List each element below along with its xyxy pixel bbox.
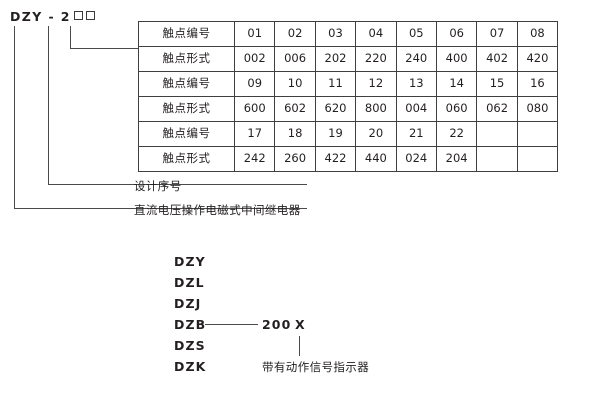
table-cell: 11 xyxy=(314,71,357,97)
table-cell: 07 xyxy=(476,21,518,47)
row-header: 触点编号 xyxy=(138,21,235,47)
list-item: DZJ xyxy=(174,296,202,311)
series-code-connector-line xyxy=(205,324,258,325)
model-code: DZY - 2 xyxy=(10,9,95,24)
table-cell: 12 xyxy=(355,71,397,97)
table-cell: 10 xyxy=(274,71,316,97)
table-row: 触点编号 09 10 11 12 13 14 15 16 xyxy=(138,71,559,97)
table-cell: 260 xyxy=(274,146,316,172)
table-cell: 600 xyxy=(233,96,276,122)
model-code-box-2 xyxy=(85,11,95,20)
indicator-leader-line xyxy=(299,336,300,356)
table-cell: 03 xyxy=(314,21,357,47)
table-cell: 17 xyxy=(233,121,276,147)
table-cell: 09 xyxy=(233,71,276,97)
table-row: 触点编号 01 02 03 04 05 06 07 08 xyxy=(138,21,559,47)
table-cell: 08 xyxy=(516,21,559,47)
series-code-suffix: X xyxy=(295,317,306,332)
table-cell: 22 xyxy=(435,121,478,147)
list-item: DZL xyxy=(174,275,205,290)
table-row: 触点形式 002 006 202 220 240 400 402 420 xyxy=(138,46,559,72)
leader-line-device-horizontal xyxy=(14,208,307,209)
label-design-series: 设计序号 xyxy=(134,179,182,193)
table-cell: 01 xyxy=(233,21,276,47)
table-cell-empty xyxy=(476,146,518,172)
leader-line-series-vertical xyxy=(48,26,49,185)
list-item: DZB xyxy=(174,317,207,332)
table-cell: 19 xyxy=(314,121,357,147)
row-header: 触点形式 xyxy=(138,46,235,72)
table-cell: 004 xyxy=(395,96,437,122)
label-indicator-description: 带有动作信号指示器 xyxy=(262,360,370,374)
table-cell: 204 xyxy=(435,146,478,172)
series-code-number: 200 xyxy=(262,317,292,332)
table-cell-empty xyxy=(516,146,559,172)
table-cell: 080 xyxy=(516,96,559,122)
table-cell: 15 xyxy=(476,71,518,97)
table-cell: 440 xyxy=(355,146,397,172)
leader-line-device-vertical xyxy=(14,26,15,209)
table-cell: 20 xyxy=(355,121,397,147)
list-item: DZK xyxy=(174,359,207,374)
list-item: DZS xyxy=(174,338,206,353)
table-cell: 13 xyxy=(395,71,437,97)
row-header: 触点形式 xyxy=(138,146,235,172)
table-cell: 240 xyxy=(395,46,437,72)
table-cell: 21 xyxy=(395,121,437,147)
model-code-prefix: DZY - 2 xyxy=(10,9,71,24)
contact-code-table: 触点编号 01 02 03 04 05 06 07 08 触点形式 002 00… xyxy=(138,21,559,172)
table-cell-empty xyxy=(516,121,559,147)
table-cell: 242 xyxy=(233,146,276,172)
series-list: DZY DZL DZJ DZB DZS DZK xyxy=(174,251,206,377)
leader-line-contact-vertical xyxy=(70,26,71,49)
table-cell: 620 xyxy=(314,96,357,122)
table-cell: 422 xyxy=(314,146,357,172)
table-cell: 060 xyxy=(435,96,478,122)
table-cell: 024 xyxy=(395,146,437,172)
table-cell: 02 xyxy=(274,21,316,47)
row-header: 触点形式 xyxy=(138,96,235,122)
table-cell: 220 xyxy=(355,46,397,72)
table-cell: 202 xyxy=(314,46,357,72)
table-cell: 602 xyxy=(274,96,316,122)
table-cell: 06 xyxy=(435,21,478,47)
table-row: 触点编号 17 18 19 20 21 22 xyxy=(138,121,559,147)
table-cell: 420 xyxy=(516,46,559,72)
table-cell: 006 xyxy=(274,46,316,72)
table-cell: 800 xyxy=(355,96,397,122)
table-cell: 05 xyxy=(395,21,437,47)
table-row: 触点形式 242 260 422 440 024 204 xyxy=(138,146,559,172)
leader-line-series-horizontal xyxy=(48,184,307,185)
table-cell: 04 xyxy=(355,21,397,47)
table-cell: 14 xyxy=(435,71,478,97)
table-cell-empty xyxy=(476,121,518,147)
list-item: DZY xyxy=(174,254,206,269)
row-header: 触点编号 xyxy=(138,71,235,97)
table-row: 触点形式 600 602 620 800 004 060 062 080 xyxy=(138,96,559,122)
label-device-description: 直流电压操作电磁式中间继电器 xyxy=(134,203,301,217)
table-cell: 062 xyxy=(476,96,518,122)
table-cell: 16 xyxy=(516,71,559,97)
row-header: 触点编号 xyxy=(138,121,235,147)
leader-line-contact-horizontal xyxy=(70,48,139,49)
table-cell: 400 xyxy=(435,46,478,72)
model-code-box-1 xyxy=(73,11,83,20)
table-cell: 002 xyxy=(233,46,276,72)
table-cell: 402 xyxy=(476,46,518,72)
table-cell: 18 xyxy=(274,121,316,147)
